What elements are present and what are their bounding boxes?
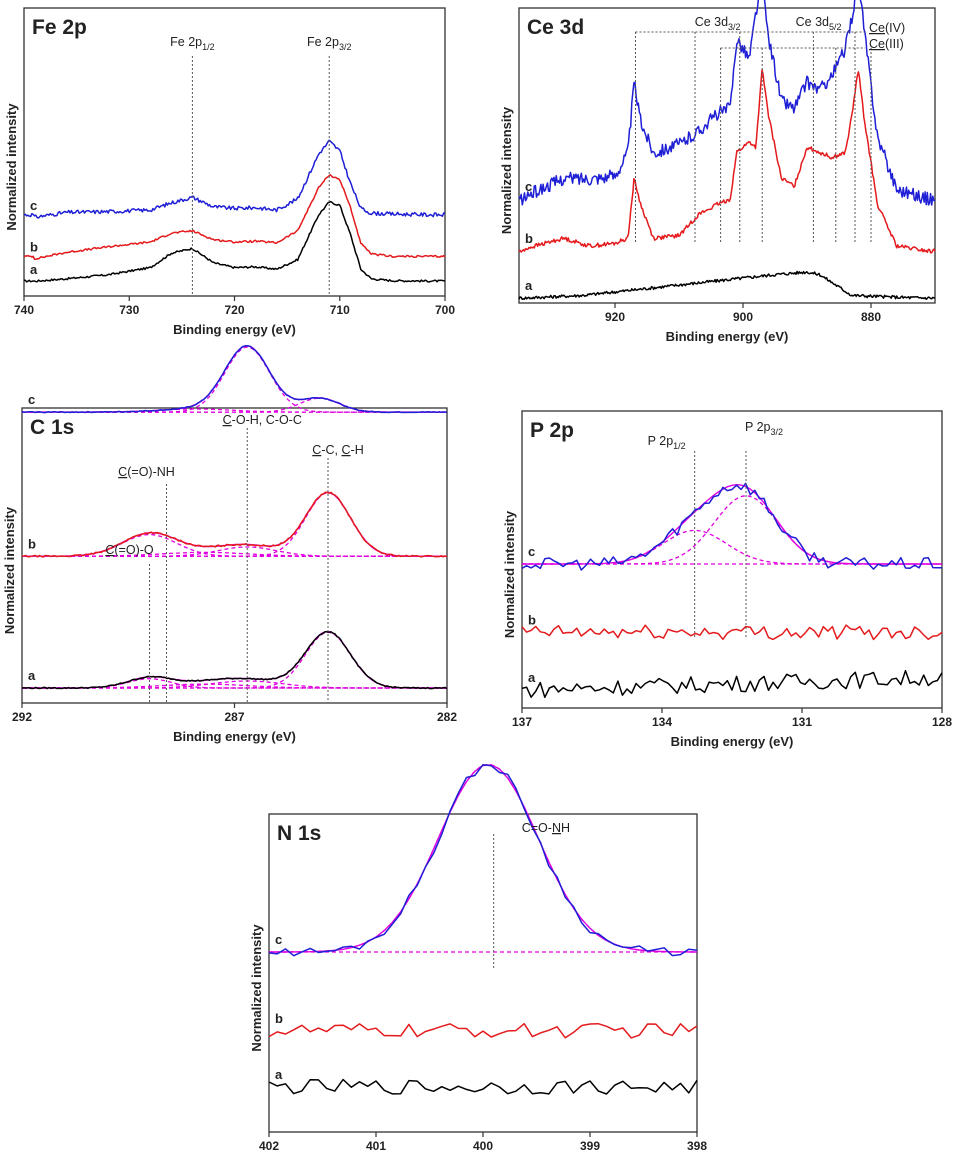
fe2p-peak-label: Fe 2p1/2 <box>170 35 214 52</box>
fe2p-tick-label: 710 <box>330 303 350 317</box>
p2p-fit-envelope-c <box>522 483 942 565</box>
ce3d-title: Ce 3d <box>527 16 584 39</box>
fe2p-peak-label: Fe 2p3/2 <box>307 35 351 52</box>
ce3d-series-label-a: a <box>525 278 533 293</box>
c1s-peak-label: C-C, C-H <box>312 443 363 457</box>
p2p-series-c <box>521 482 942 571</box>
ce3d-panel: 920 900 880 Binding energy (eV) Normalized i… <box>499 0 936 344</box>
n1s-tick-label: 399 <box>580 1139 600 1153</box>
c1s-component-b-3 <box>22 492 447 557</box>
c1s-series-b <box>21 491 448 558</box>
p2p-component-c-1 <box>522 495 942 565</box>
c1s-tick-label: 282 <box>437 710 457 724</box>
n1s-tick-label: 401 <box>366 1139 386 1153</box>
n1s-title: N 1s <box>277 822 321 845</box>
c1s-title: C 1s <box>30 416 74 439</box>
c1s-component-a-3 <box>22 631 447 689</box>
n1s-series-label-c: c <box>275 932 282 947</box>
c1s-component-a-0 <box>22 678 447 689</box>
n1s-series-b <box>268 1022 698 1039</box>
n1s-series-c <box>268 763 698 957</box>
c1s-series-label-a: a <box>28 668 36 683</box>
n1s-series-a <box>268 1078 698 1095</box>
ce3d-series-a <box>518 270 936 301</box>
p2p-series-label-b: b <box>528 612 536 627</box>
ce3d-series-label-b: b <box>525 231 533 246</box>
n1s-panel: 402401400399398Binding energy (eV)Normal… <box>249 763 707 1153</box>
fe2p-series-b <box>23 174 446 261</box>
n1s-tick-label: 402 <box>259 1139 279 1153</box>
fe2p-panel: 740 730 720 710 700 Binding energy (eV) Normal… <box>4 7 455 337</box>
c1s-peak-label: C(=O)-NH <box>118 465 175 479</box>
c1s-panel: 292 287 282 Binding energy (eV) Normalized i… <box>2 345 457 744</box>
n1s-fit-envelope-c <box>269 764 698 953</box>
ce3d-bracket-label: Ce 3d5/2 <box>796 15 842 32</box>
n1s-peak-label: C=O-NH <box>522 821 570 835</box>
fe2p-title: Fe 2p <box>32 16 87 39</box>
p2p-frame <box>521 410 943 709</box>
c1s-peak-label: C(=O)-O <box>105 543 154 557</box>
fe2p-tick-label: 740 <box>14 303 34 317</box>
n1s-frame <box>268 813 698 1133</box>
fe2p-frame <box>23 7 446 297</box>
ce3d-series-b <box>518 69 936 254</box>
p2p-title: P 2p <box>530 419 574 442</box>
ce3d-series-c <box>518 0 936 206</box>
p2p-tick-label: 131 <box>792 715 812 729</box>
p2p-series-label-a: a <box>528 670 536 685</box>
fe2p-x-axis-label: Binding energy (eV) <box>173 322 296 337</box>
ce3d-tick-label: 880 <box>861 310 881 324</box>
p2p-component-c-0 <box>522 529 942 565</box>
p2p-x-axis-label: Binding energy (eV) <box>671 734 794 749</box>
p2p-panel: 137 134 131 128 Binding energy (eV) Normalize… <box>502 410 952 749</box>
ce3d-tick-label: 920 <box>605 310 625 324</box>
p2p-tick-label: 128 <box>932 715 952 729</box>
c1s-series-a <box>21 630 448 690</box>
c1s-y-axis-label: Normalized intensity <box>2 506 17 634</box>
p2p-tick-label: 134 <box>652 715 672 729</box>
c1s-fit-envelope-b <box>22 491 447 557</box>
fe2p-series-label-b: b <box>30 240 38 255</box>
c1s-peak-label: C-O-H, C-O-C <box>223 413 302 427</box>
ce3d-x-axis-label: Binding energy (eV) <box>666 329 789 344</box>
p2p-tick-label: 137 <box>512 715 532 729</box>
n1s-tick-label: 398 <box>687 1139 707 1153</box>
n1s-series-label-b: b <box>275 1011 283 1026</box>
n1s-series-label-a: a <box>275 1067 283 1082</box>
c1s-tick-label: 287 <box>224 710 244 724</box>
p2p-y-axis-label: Normalized intensity <box>502 510 517 638</box>
c1s-x-axis-label: Binding energy (eV) <box>173 729 296 744</box>
c1s-series-label-b: b <box>28 536 36 551</box>
fe2p-tick-label: 700 <box>435 303 455 317</box>
p2p-peak-label: P 2p1/2 <box>648 434 686 451</box>
ce3d-y-axis-label: Normalized intensity <box>499 106 514 234</box>
ce3d-series-label-c: c <box>525 179 532 194</box>
p2p-series-a <box>521 669 943 699</box>
c1s-series-label-c: c <box>28 392 35 407</box>
fe2p-tick-label: 720 <box>224 303 244 317</box>
n1s-component-c-0 <box>269 763 697 953</box>
ce3d-frame <box>518 7 936 304</box>
c1s-series-c <box>21 345 447 414</box>
c1s-tick-label: 292 <box>12 710 32 724</box>
fe2p-series-label-a: a <box>30 262 38 277</box>
fe2p-tick-label: 730 <box>119 303 139 317</box>
ce3d-bracket-label: Ce 3d3/2 <box>695 15 741 32</box>
n1s-tick-label: 400 <box>473 1139 493 1153</box>
c1s-fit-envelope-a <box>22 630 447 689</box>
c1s-component-c-1 <box>22 346 447 413</box>
ce3d-state-label: Ce(IV) <box>869 21 905 35</box>
fe2p-series-label-c: c <box>30 198 37 213</box>
n1s-y-axis-label: Normalized intensity <box>249 924 264 1052</box>
fe2p-y-axis-label: Normalized intensity <box>4 103 19 231</box>
p2p-series-b <box>521 624 943 641</box>
ce3d-tick-label: 900 <box>733 310 753 324</box>
fe2p-series-a <box>23 200 446 283</box>
p2p-peak-label: P 2p3/2 <box>745 420 783 437</box>
ce3d-state-label: Ce(III) <box>869 37 904 51</box>
p2p-series-label-c: c <box>528 544 535 559</box>
fe2p-series-c <box>23 139 446 219</box>
